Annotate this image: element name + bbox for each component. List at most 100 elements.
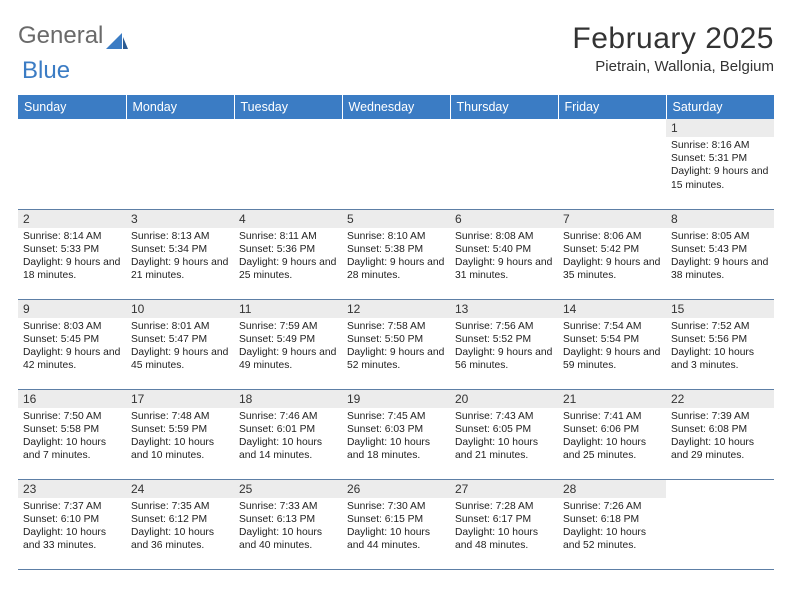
- day-header: Sunday: [18, 95, 126, 119]
- day-number: 14: [558, 300, 666, 318]
- day-details: Sunrise: 8:11 AMSunset: 5:36 PMDaylight:…: [234, 228, 342, 286]
- calendar-body: 1Sunrise: 8:16 AMSunset: 5:31 PMDaylight…: [18, 119, 774, 569]
- calendar-day: 23Sunrise: 7:37 AMSunset: 6:10 PMDayligh…: [18, 479, 126, 569]
- day-header: Saturday: [666, 95, 774, 119]
- day-number: 7: [558, 210, 666, 228]
- day-details: Sunrise: 7:35 AMSunset: 6:12 PMDaylight:…: [126, 498, 234, 556]
- calendar-day: 28Sunrise: 7:26 AMSunset: 6:18 PMDayligh…: [558, 479, 666, 569]
- logo: General: [18, 22, 131, 50]
- calendar-head: SundayMondayTuesdayWednesdayThursdayFrid…: [18, 95, 774, 119]
- calendar-page: General February 2025 Pietrain, Wallonia…: [0, 0, 792, 580]
- day-number: 27: [450, 480, 558, 498]
- day-header: Monday: [126, 95, 234, 119]
- calendar-day: 10Sunrise: 8:01 AMSunset: 5:47 PMDayligh…: [126, 299, 234, 389]
- day-number: 10: [126, 300, 234, 318]
- calendar-day: 20Sunrise: 7:43 AMSunset: 6:05 PMDayligh…: [450, 389, 558, 479]
- calendar-day: 12Sunrise: 7:58 AMSunset: 5:50 PMDayligh…: [342, 299, 450, 389]
- calendar-day: 6Sunrise: 8:08 AMSunset: 5:40 PMDaylight…: [450, 209, 558, 299]
- calendar-day: 25Sunrise: 7:33 AMSunset: 6:13 PMDayligh…: [234, 479, 342, 569]
- day-number: 26: [342, 480, 450, 498]
- day-number: 3: [126, 210, 234, 228]
- day-details: Sunrise: 8:08 AMSunset: 5:40 PMDaylight:…: [450, 228, 558, 286]
- day-number: 19: [342, 390, 450, 408]
- calendar-table: SundayMondayTuesdayWednesdayThursdayFrid…: [18, 95, 774, 570]
- logo-sail-icon: [106, 28, 128, 44]
- day-details: Sunrise: 7:28 AMSunset: 6:17 PMDaylight:…: [450, 498, 558, 556]
- calendar-day: 27Sunrise: 7:28 AMSunset: 6:17 PMDayligh…: [450, 479, 558, 569]
- calendar-day: 16Sunrise: 7:50 AMSunset: 5:58 PMDayligh…: [18, 389, 126, 479]
- day-number: 24: [126, 480, 234, 498]
- day-number: 5: [342, 210, 450, 228]
- day-details: Sunrise: 8:13 AMSunset: 5:34 PMDaylight:…: [126, 228, 234, 286]
- calendar-day: 15Sunrise: 7:52 AMSunset: 5:56 PMDayligh…: [666, 299, 774, 389]
- day-number: 1: [666, 119, 774, 137]
- day-header: Tuesday: [234, 95, 342, 119]
- day-details: Sunrise: 7:43 AMSunset: 6:05 PMDaylight:…: [450, 408, 558, 466]
- calendar-day: 4Sunrise: 8:11 AMSunset: 5:36 PMDaylight…: [234, 209, 342, 299]
- day-number: 21: [558, 390, 666, 408]
- day-number: 15: [666, 300, 774, 318]
- calendar-day: 1Sunrise: 8:16 AMSunset: 5:31 PMDaylight…: [666, 119, 774, 209]
- day-number: 28: [558, 480, 666, 498]
- calendar-day-empty: [234, 119, 342, 209]
- calendar-day: 24Sunrise: 7:35 AMSunset: 6:12 PMDayligh…: [126, 479, 234, 569]
- day-details: Sunrise: 7:58 AMSunset: 5:50 PMDaylight:…: [342, 318, 450, 376]
- day-number: 8: [666, 210, 774, 228]
- calendar-day: 3Sunrise: 8:13 AMSunset: 5:34 PMDaylight…: [126, 209, 234, 299]
- day-number: 13: [450, 300, 558, 318]
- day-details: Sunrise: 7:50 AMSunset: 5:58 PMDaylight:…: [18, 408, 126, 466]
- day-number: 12: [342, 300, 450, 318]
- calendar-week: 16Sunrise: 7:50 AMSunset: 5:58 PMDayligh…: [18, 389, 774, 479]
- day-number: 9: [18, 300, 126, 318]
- calendar-day-empty: [18, 119, 126, 209]
- calendar-day-empty: [450, 119, 558, 209]
- day-details: Sunrise: 8:01 AMSunset: 5:47 PMDaylight:…: [126, 318, 234, 376]
- calendar-week: 23Sunrise: 7:37 AMSunset: 6:10 PMDayligh…: [18, 479, 774, 569]
- calendar-day: 5Sunrise: 8:10 AMSunset: 5:38 PMDaylight…: [342, 209, 450, 299]
- day-number: 20: [450, 390, 558, 408]
- calendar-week: 2Sunrise: 8:14 AMSunset: 5:33 PMDaylight…: [18, 209, 774, 299]
- calendar-day: 9Sunrise: 8:03 AMSunset: 5:45 PMDaylight…: [18, 299, 126, 389]
- calendar-day: 17Sunrise: 7:48 AMSunset: 5:59 PMDayligh…: [126, 389, 234, 479]
- day-number: 17: [126, 390, 234, 408]
- day-details: Sunrise: 7:26 AMSunset: 6:18 PMDaylight:…: [558, 498, 666, 556]
- day-header: Wednesday: [342, 95, 450, 119]
- day-details: Sunrise: 7:39 AMSunset: 6:08 PMDaylight:…: [666, 408, 774, 466]
- day-header: Thursday: [450, 95, 558, 119]
- day-number: 18: [234, 390, 342, 408]
- calendar-day: 26Sunrise: 7:30 AMSunset: 6:15 PMDayligh…: [342, 479, 450, 569]
- day-details: Sunrise: 8:10 AMSunset: 5:38 PMDaylight:…: [342, 228, 450, 286]
- month-title: February 2025: [572, 22, 774, 56]
- calendar-day: 7Sunrise: 8:06 AMSunset: 5:42 PMDaylight…: [558, 209, 666, 299]
- day-number: 11: [234, 300, 342, 318]
- day-details: Sunrise: 7:37 AMSunset: 6:10 PMDaylight:…: [18, 498, 126, 556]
- day-details: Sunrise: 8:16 AMSunset: 5:31 PMDaylight:…: [666, 137, 774, 195]
- day-number: 2: [18, 210, 126, 228]
- day-number: 4: [234, 210, 342, 228]
- day-number: 16: [18, 390, 126, 408]
- day-header: Friday: [558, 95, 666, 119]
- day-details: Sunrise: 8:14 AMSunset: 5:33 PMDaylight:…: [18, 228, 126, 286]
- location: Pietrain, Wallonia, Belgium: [572, 58, 774, 75]
- day-details: Sunrise: 8:05 AMSunset: 5:43 PMDaylight:…: [666, 228, 774, 286]
- day-details: Sunrise: 7:45 AMSunset: 6:03 PMDaylight:…: [342, 408, 450, 466]
- day-details: Sunrise: 7:41 AMSunset: 6:06 PMDaylight:…: [558, 408, 666, 466]
- day-details: Sunrise: 7:30 AMSunset: 6:15 PMDaylight:…: [342, 498, 450, 556]
- calendar-day: 8Sunrise: 8:05 AMSunset: 5:43 PMDaylight…: [666, 209, 774, 299]
- calendar-week: 9Sunrise: 8:03 AMSunset: 5:45 PMDaylight…: [18, 299, 774, 389]
- title-block: February 2025 Pietrain, Wallonia, Belgiu…: [572, 22, 774, 75]
- calendar-day: 19Sunrise: 7:45 AMSunset: 6:03 PMDayligh…: [342, 389, 450, 479]
- day-number: 25: [234, 480, 342, 498]
- calendar-day-empty: [558, 119, 666, 209]
- logo-text-gray: General: [18, 22, 103, 50]
- day-number: 23: [18, 480, 126, 498]
- day-details: Sunrise: 8:06 AMSunset: 5:42 PMDaylight:…: [558, 228, 666, 286]
- calendar-day-empty: [342, 119, 450, 209]
- calendar-day: 14Sunrise: 7:54 AMSunset: 5:54 PMDayligh…: [558, 299, 666, 389]
- day-details: Sunrise: 7:56 AMSunset: 5:52 PMDaylight:…: [450, 318, 558, 376]
- day-details: Sunrise: 7:59 AMSunset: 5:49 PMDaylight:…: [234, 318, 342, 376]
- day-details: Sunrise: 8:03 AMSunset: 5:45 PMDaylight:…: [18, 318, 126, 376]
- day-details: Sunrise: 7:33 AMSunset: 6:13 PMDaylight:…: [234, 498, 342, 556]
- calendar-day: 13Sunrise: 7:56 AMSunset: 5:52 PMDayligh…: [450, 299, 558, 389]
- day-number: 22: [666, 390, 774, 408]
